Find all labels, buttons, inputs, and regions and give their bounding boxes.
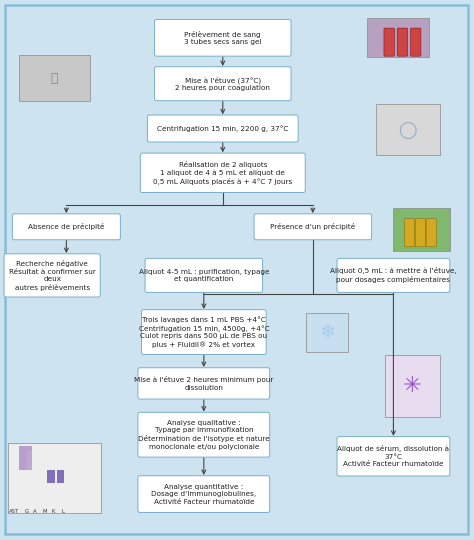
FancyBboxPatch shape (385, 355, 439, 417)
FancyBboxPatch shape (337, 259, 450, 293)
FancyBboxPatch shape (47, 470, 55, 483)
FancyBboxPatch shape (384, 28, 394, 56)
Text: Analyse quantitative :
Dosage d'Immunoglobulines,
Activité Facteur rhumatoïde: Analyse quantitative : Dosage d'Immunogl… (151, 484, 256, 504)
FancyBboxPatch shape (426, 219, 437, 247)
FancyBboxPatch shape (147, 115, 298, 142)
FancyBboxPatch shape (155, 66, 291, 100)
FancyBboxPatch shape (306, 313, 348, 352)
Text: Mise à l'étuve 2 heures minimum pour
dissolution: Mise à l'étuve 2 heures minimum pour dis… (134, 376, 273, 390)
FancyBboxPatch shape (8, 443, 100, 513)
FancyBboxPatch shape (337, 436, 450, 476)
FancyBboxPatch shape (19, 56, 90, 102)
Text: K: K (52, 509, 55, 515)
Text: Prélèvement de sang
3 tubes secs sans gel: Prélèvement de sang 3 tubes secs sans ge… (184, 31, 262, 45)
Text: A: A (33, 509, 37, 515)
FancyBboxPatch shape (155, 19, 291, 56)
Text: Centrifugation 15 min, 2200 g, 37°C: Centrifugation 15 min, 2200 g, 37°C (157, 125, 289, 132)
FancyBboxPatch shape (393, 208, 450, 251)
Text: Absence de précipité: Absence de précipité (28, 224, 105, 230)
Text: Réalisation de 2 aliquots
1 aliquot de 4 à 5 mL et aliquot de
0,5 mL Aliquots pl: Réalisation de 2 aliquots 1 aliquot de 4… (153, 161, 292, 185)
FancyBboxPatch shape (140, 153, 305, 192)
FancyBboxPatch shape (138, 413, 270, 457)
FancyBboxPatch shape (141, 309, 266, 354)
FancyBboxPatch shape (19, 446, 32, 470)
Text: Aliquot de sérum, dissolution à
37°C
Activité Facteur rhumatoïde: Aliquot de sérum, dissolution à 37°C Act… (337, 446, 449, 467)
FancyBboxPatch shape (415, 219, 426, 247)
Text: AST: AST (9, 509, 19, 515)
FancyBboxPatch shape (254, 214, 372, 240)
Text: L: L (61, 509, 64, 515)
Text: ❄: ❄ (319, 322, 335, 342)
FancyBboxPatch shape (404, 219, 415, 247)
Text: Aliquot 0,5 mL : à mettre à l'étuve,
pour dosages complémentaires: Aliquot 0,5 mL : à mettre à l'étuve, pou… (330, 267, 457, 284)
FancyBboxPatch shape (367, 18, 429, 57)
FancyBboxPatch shape (27, 450, 32, 470)
Text: Analyse qualitative :
Typage par immunofixation
Détermination de l'isotype et na: Analyse qualitative : Typage par immunof… (138, 420, 270, 450)
Text: Mise à l'étuve (37°C)
2 heures pour coagulation: Mise à l'étuve (37°C) 2 heures pour coag… (175, 76, 270, 91)
FancyBboxPatch shape (12, 214, 120, 240)
FancyBboxPatch shape (375, 104, 439, 156)
FancyBboxPatch shape (4, 254, 100, 297)
FancyBboxPatch shape (138, 368, 270, 399)
Text: Trois lavages dans 1 mL PBS +4°C
Centrifugation 15 min, 4500g, +4°C
Culot repris: Trois lavages dans 1 mL PBS +4°C Centrif… (138, 316, 269, 348)
Text: ⬛: ⬛ (51, 72, 58, 85)
Text: Aliquot 4-5 mL : purification, typage
et quantification: Aliquot 4-5 mL : purification, typage et… (138, 268, 269, 282)
Text: G: G (25, 509, 29, 515)
Text: Recherche négative
Résultat à confirmer sur
deux
autres prélèvements: Recherche négative Résultat à confirmer … (9, 260, 96, 291)
FancyBboxPatch shape (145, 259, 263, 293)
FancyBboxPatch shape (410, 28, 421, 56)
FancyBboxPatch shape (138, 476, 270, 512)
Text: ◯: ◯ (398, 120, 417, 139)
Text: ✳: ✳ (403, 376, 422, 396)
Text: M: M (43, 509, 47, 515)
Text: Présence d'un précipité: Présence d'un précipité (270, 224, 356, 230)
FancyBboxPatch shape (397, 28, 408, 56)
FancyBboxPatch shape (57, 470, 64, 483)
